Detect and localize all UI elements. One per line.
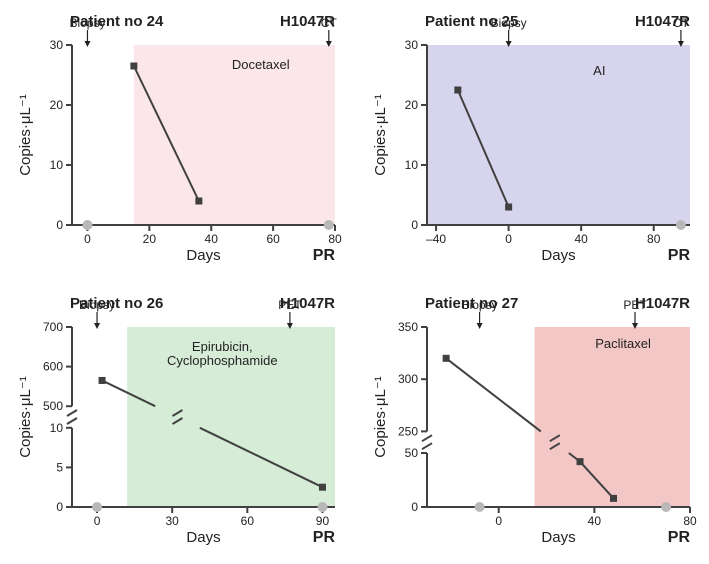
- result-label: PR: [313, 529, 336, 546]
- xtick-label: –40: [426, 232, 446, 246]
- y-axis-label: Copies·μL⁻¹: [372, 94, 389, 176]
- xtick-label: 0: [495, 514, 502, 528]
- y-axis-label: Copies·μL⁻¹: [17, 94, 34, 176]
- data-marker: [130, 63, 137, 70]
- data-marker: [454, 87, 461, 94]
- ytick-label: 0: [411, 500, 418, 514]
- xtick-label: 0: [84, 232, 91, 246]
- xtick-label: 90: [316, 514, 330, 528]
- data-marker: [195, 198, 202, 205]
- ytick-label: 250: [398, 424, 418, 438]
- y-axis-label: Copies·μL⁻¹: [372, 376, 389, 458]
- xtick-label: 0: [94, 514, 101, 528]
- chart-grid: 0102030020406080DaysCopies·μL⁻¹Patient n…: [10, 10, 699, 554]
- baseline-marker: [661, 502, 671, 512]
- annotation-label: CT: [673, 16, 690, 30]
- annotation-label: PET: [623, 298, 647, 312]
- drug-label: Cyclophosphamide: [167, 353, 278, 368]
- chart-panel: 0102030–4004080DaysCopies·μL⁻¹Patient no…: [365, 10, 700, 272]
- annotation-label: Biopsy: [79, 298, 115, 312]
- annotation-label: PET: [278, 298, 302, 312]
- ytick-label: 20: [50, 98, 64, 112]
- chart-panel: 05025030035004080DaysCopies·μL⁻¹Patient …: [365, 292, 700, 554]
- xtick-label: 60: [241, 514, 255, 528]
- xtick-label: 20: [143, 232, 157, 246]
- data-marker: [443, 355, 450, 362]
- result-label: PR: [668, 247, 691, 264]
- x-axis-label: Days: [541, 529, 575, 546]
- baseline-marker: [317, 502, 327, 512]
- ytick-label: 0: [56, 500, 63, 514]
- ytick-label: 300: [398, 372, 418, 386]
- result-label: PR: [313, 247, 336, 264]
- data-marker: [577, 458, 584, 465]
- ytick-label: 0: [56, 218, 63, 232]
- ytick-label: 500: [43, 399, 63, 413]
- annotation-label: Biopsy: [491, 16, 527, 30]
- xtick-label: 80: [328, 232, 342, 246]
- data-marker: [505, 204, 512, 211]
- data-marker: [610, 495, 617, 502]
- ytick-label: 30: [50, 38, 64, 52]
- result-label: PR: [668, 529, 691, 546]
- baseline-marker: [82, 220, 92, 230]
- baseline-marker: [676, 220, 686, 230]
- baseline-marker: [324, 220, 334, 230]
- drug-label: Paclitaxel: [595, 336, 651, 351]
- xtick-label: 80: [647, 232, 661, 246]
- xtick-label: 60: [266, 232, 280, 246]
- ytick-label: 600: [43, 360, 63, 374]
- ytick-label: 10: [405, 158, 419, 172]
- x-axis-label: Days: [186, 247, 220, 264]
- xtick-label: 30: [166, 514, 180, 528]
- ytick-label: 10: [50, 158, 64, 172]
- xtick-label: 0: [505, 232, 512, 246]
- data-marker: [99, 377, 106, 384]
- y-axis-label: Copies·μL⁻¹: [17, 376, 34, 458]
- chart-panel: 05105006007000306090DaysCopies·μL⁻¹Patie…: [10, 292, 345, 554]
- x-axis-label: Days: [541, 247, 575, 264]
- ytick-label: 700: [43, 320, 63, 334]
- xtick-label: 80: [683, 514, 697, 528]
- chart-panel: 0102030020406080DaysCopies·μL⁻¹Patient n…: [10, 10, 345, 272]
- x-axis-label: Days: [186, 529, 220, 546]
- baseline-marker: [92, 502, 102, 512]
- ytick-label: 0: [411, 218, 418, 232]
- ytick-label: 20: [405, 98, 419, 112]
- ytick-label: 30: [405, 38, 419, 52]
- ytick-label: 50: [405, 446, 419, 460]
- annotation-label: CT: [321, 16, 338, 30]
- annotation-label: Biopsy: [69, 16, 105, 30]
- baseline-marker: [475, 502, 485, 512]
- annotation-label: Biopsy: [462, 298, 498, 312]
- drug-label: Epirubicin,: [192, 339, 253, 354]
- ytick-label: 10: [50, 421, 64, 435]
- xtick-label: 40: [588, 514, 602, 528]
- xtick-label: 40: [574, 232, 588, 246]
- data-marker: [319, 484, 326, 491]
- xtick-label: 40: [205, 232, 219, 246]
- drug-label: AI: [593, 63, 605, 78]
- drug-label: Docetaxel: [232, 57, 290, 72]
- ytick-label: 5: [56, 460, 63, 474]
- ytick-label: 350: [398, 320, 418, 334]
